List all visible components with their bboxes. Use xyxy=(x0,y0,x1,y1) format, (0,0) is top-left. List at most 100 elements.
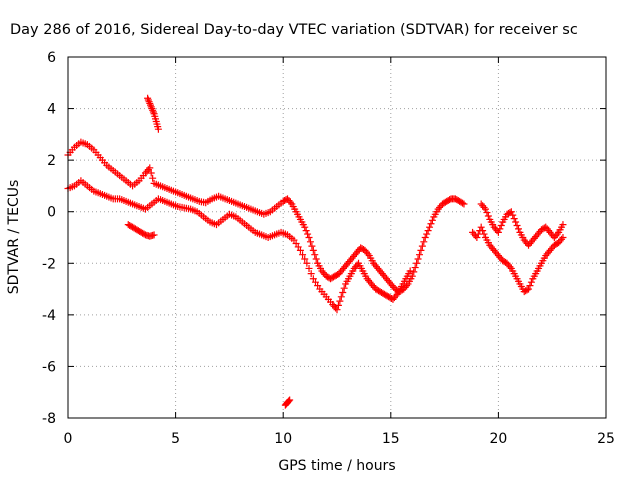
data-point xyxy=(406,267,414,275)
data-point xyxy=(301,255,309,263)
data-point xyxy=(403,282,411,290)
data-point xyxy=(392,292,400,300)
series-upper-trace xyxy=(64,138,468,296)
data-point xyxy=(473,234,481,241)
data-point xyxy=(497,221,505,229)
data-point xyxy=(477,223,485,231)
data-point xyxy=(483,209,491,217)
data-point xyxy=(428,216,436,224)
data-point xyxy=(304,230,312,238)
data-point xyxy=(307,270,315,278)
data-point xyxy=(423,230,431,238)
x-tick-label: 0 xyxy=(64,431,73,447)
data-point xyxy=(459,199,467,207)
data-layer xyxy=(64,94,567,409)
x-tick-label: 15 xyxy=(382,431,400,447)
data-point xyxy=(305,234,313,241)
data-point xyxy=(513,221,521,229)
data-point xyxy=(510,215,518,223)
series-evening-trace xyxy=(469,223,567,296)
chart-title: Day 286 of 2016, Sidereal Day-to-day VTE… xyxy=(10,22,578,38)
data-point xyxy=(424,227,432,235)
data-point xyxy=(286,198,294,206)
y-axis-label: SDTVAR / TECUs xyxy=(6,180,22,295)
data-point xyxy=(336,297,344,305)
data-point xyxy=(147,103,155,111)
data-point xyxy=(286,396,294,404)
x-tick-label: 10 xyxy=(274,431,292,447)
data-point xyxy=(460,200,468,208)
data-point xyxy=(296,246,304,254)
data-point xyxy=(480,203,488,211)
data-point xyxy=(506,263,514,271)
plot-frame xyxy=(67,56,607,419)
data-point xyxy=(149,106,157,114)
data-point xyxy=(526,282,534,290)
x-tick-label: 25 xyxy=(597,431,615,447)
data-point xyxy=(146,99,154,107)
data-point xyxy=(144,94,152,102)
data-point xyxy=(333,306,341,314)
data-point xyxy=(337,293,345,301)
data-point xyxy=(417,246,425,254)
grid-layer xyxy=(68,57,606,418)
data-point xyxy=(144,96,152,104)
data-point xyxy=(553,230,561,238)
data-point xyxy=(303,259,311,267)
series-evening-upper-trace xyxy=(477,200,567,249)
data-point xyxy=(311,251,319,259)
data-point xyxy=(149,108,157,116)
y-tick-label: -4 xyxy=(42,308,56,324)
data-point xyxy=(418,242,426,250)
data-point xyxy=(334,301,342,309)
data-point xyxy=(420,238,428,246)
data-point xyxy=(427,220,435,228)
data-point xyxy=(509,211,517,219)
series-spike-segment xyxy=(144,94,162,133)
data-point xyxy=(148,105,156,113)
data-point xyxy=(410,268,418,276)
x-tick-label: 5 xyxy=(171,431,180,447)
data-point xyxy=(514,225,522,233)
data-point xyxy=(305,264,313,272)
data-point xyxy=(559,234,567,241)
y-tick-label: -6 xyxy=(42,359,56,375)
x-tick-label: 20 xyxy=(489,431,507,447)
data-point xyxy=(149,174,157,182)
data-point xyxy=(312,255,320,263)
data-point xyxy=(479,227,487,235)
data-point xyxy=(411,264,419,272)
data-point xyxy=(339,289,347,297)
y-tick-label: -2 xyxy=(42,256,56,272)
data-point xyxy=(525,285,533,293)
data-point xyxy=(145,98,153,106)
data-point xyxy=(558,235,566,243)
data-point xyxy=(523,286,531,294)
data-point xyxy=(302,227,310,235)
data-point xyxy=(527,278,535,286)
data-point xyxy=(512,218,520,226)
data-point xyxy=(426,223,434,231)
y-tick-label: 2 xyxy=(47,153,56,169)
data-point xyxy=(494,228,502,236)
data-point xyxy=(146,164,154,172)
data-point xyxy=(414,255,422,263)
data-point xyxy=(481,205,489,213)
y-tick-label: 0 xyxy=(47,205,56,221)
data-point xyxy=(496,225,504,233)
data-point xyxy=(150,231,158,239)
data-point xyxy=(340,284,348,292)
data-point xyxy=(364,250,372,258)
data-point xyxy=(507,208,515,216)
data-point xyxy=(299,251,307,259)
data-point xyxy=(284,398,292,406)
data-point xyxy=(559,221,567,229)
series-outlier-segment xyxy=(281,396,294,409)
data-point xyxy=(484,212,492,220)
y-tick-label: 6 xyxy=(47,50,56,66)
data-point xyxy=(480,230,488,238)
series-morning-segment xyxy=(124,221,158,240)
